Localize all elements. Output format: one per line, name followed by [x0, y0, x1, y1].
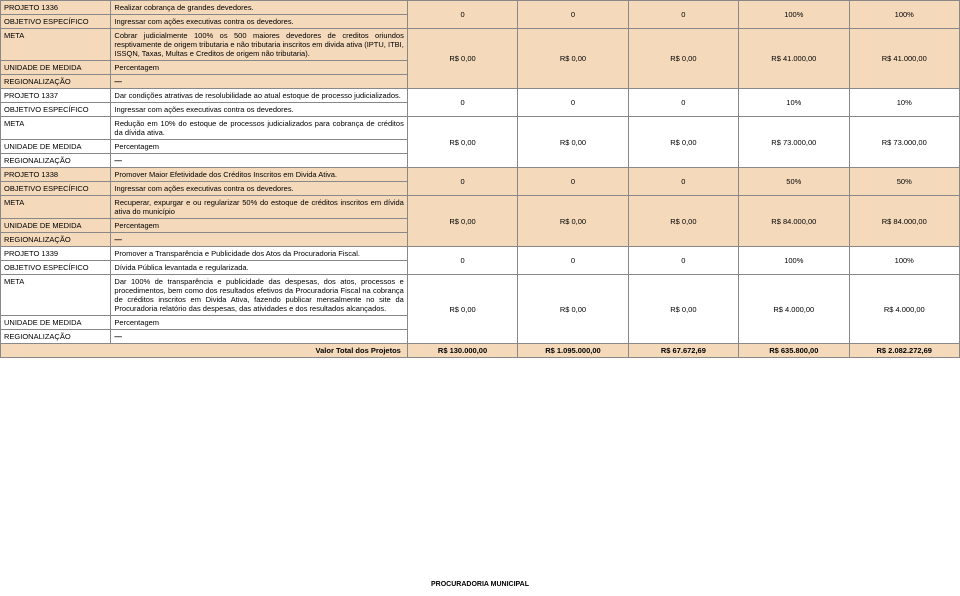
region-text: —	[111, 330, 407, 344]
label-objetivo: OBJETIVO ESPECÍFICO	[1, 182, 111, 196]
project-title: Promover Maior Efetividade dos Créditos …	[111, 168, 407, 182]
label-meta: META	[1, 196, 111, 219]
value-cell: 0	[407, 168, 517, 196]
meta-text: Recuperar, expurgar e ou regularizar 50%…	[111, 196, 407, 219]
value-cell: R$ 41.000,00	[849, 29, 959, 89]
project-title: Dar condições atrativas de resolubilidad…	[111, 89, 407, 103]
value-cell: 100%	[849, 1, 959, 29]
value-cell: R$ 41.000,00	[739, 29, 849, 89]
label-unidade: UNIDADE DE MEDIDA	[1, 61, 111, 75]
label-objetivo: OBJETIVO ESPECÍFICO	[1, 103, 111, 117]
label-region: REGIONALIZAÇÃO	[1, 330, 111, 344]
value-cell: R$ 0,00	[518, 275, 628, 344]
label-unidade: UNIDADE DE MEDIDA	[1, 140, 111, 154]
project-title: Realizar cobrança de grandes devedores.	[111, 1, 407, 15]
value-cell: R$ 84.000,00	[739, 196, 849, 247]
region-text: —	[111, 75, 407, 89]
value-cell: 0	[407, 1, 517, 29]
value-cell: 100%	[849, 247, 959, 275]
value-cell: R$ 0,00	[628, 29, 738, 89]
unit-text: Percentagem	[111, 140, 407, 154]
unit-text: Percentagem	[111, 219, 407, 233]
value-cell: R$ 0,00	[628, 196, 738, 247]
value-cell: 0	[518, 168, 628, 196]
value-cell: 0	[407, 247, 517, 275]
value-cell: R$ 73.000,00	[849, 117, 959, 168]
value-cell: R$ 0,00	[518, 29, 628, 89]
value-cell: 0	[628, 168, 738, 196]
value-cell: 50%	[739, 168, 849, 196]
value-cell: 0	[407, 89, 517, 117]
objective-text: Ingressar com ações executivas contra os…	[111, 182, 407, 196]
label-region: REGIONALIZAÇÃO	[1, 233, 111, 247]
project-id: PROJETO 1337	[1, 89, 111, 103]
value-cell: R$ 0,00	[518, 196, 628, 247]
objective-text: Ingressar com ações executivas contra os…	[111, 15, 407, 29]
value-cell: R$ 73.000,00	[739, 117, 849, 168]
unit-text: Percentagem	[111, 316, 407, 330]
label-region: REGIONALIZAÇÃO	[1, 75, 111, 89]
label-meta: META	[1, 117, 111, 140]
total-value: R$ 635.800,00	[739, 344, 849, 358]
unit-text: Percentagem	[111, 61, 407, 75]
projects-table: PROJETO 1336Realizar cobrança de grandes…	[0, 0, 960, 358]
project-id: PROJETO 1338	[1, 168, 111, 182]
value-cell: R$ 0,00	[407, 196, 517, 247]
region-text: —	[111, 154, 407, 168]
value-cell: R$ 0,00	[407, 117, 517, 168]
value-cell: R$ 0,00	[407, 29, 517, 89]
label-objetivo: OBJETIVO ESPECÍFICO	[1, 15, 111, 29]
label-region: REGIONALIZAÇÃO	[1, 154, 111, 168]
value-cell: 0	[628, 1, 738, 29]
value-cell: 100%	[739, 1, 849, 29]
value-cell: R$ 0,00	[518, 117, 628, 168]
project-id: PROJETO 1336	[1, 1, 111, 15]
value-cell: R$ 4.000,00	[849, 275, 959, 344]
value-cell: R$ 0,00	[407, 275, 517, 344]
objective-text: Ingressar com ações executivas contra os…	[111, 103, 407, 117]
label-objetivo: OBJETIVO ESPECÍFICO	[1, 261, 111, 275]
total-value: R$ 67.672,69	[628, 344, 738, 358]
value-cell: R$ 0,00	[628, 275, 738, 344]
meta-text: Redução em 10% do estoque de processos j…	[111, 117, 407, 140]
value-cell: 0	[518, 1, 628, 29]
total-value: R$ 2.082.272,69	[849, 344, 959, 358]
value-cell: 0	[628, 247, 738, 275]
project-id: PROJETO 1339	[1, 247, 111, 261]
region-text: —	[111, 233, 407, 247]
value-cell: 0	[518, 89, 628, 117]
value-cell: 100%	[739, 247, 849, 275]
value-cell: 10%	[849, 89, 959, 117]
value-cell: 0	[518, 247, 628, 275]
label-unidade: UNIDADE DE MEDIDA	[1, 219, 111, 233]
total-value: R$ 1.095.000,00	[518, 344, 628, 358]
meta-text: Cobrar judicialmente 100% os 500 maiores…	[111, 29, 407, 61]
meta-text: Dar 100% de transparência e publicidade …	[111, 275, 407, 316]
value-cell: 50%	[849, 168, 959, 196]
page-footer: PROCURADORIA MUNICIPAL	[0, 581, 960, 588]
label-unidade: UNIDADE DE MEDIDA	[1, 316, 111, 330]
label-meta: META	[1, 29, 111, 61]
project-title: Promover a Transparência e Publicidade d…	[111, 247, 407, 261]
total-label: Valor Total dos Projetos	[1, 344, 408, 358]
value-cell: 10%	[739, 89, 849, 117]
total-value: R$ 130.000,00	[407, 344, 517, 358]
value-cell: 0	[628, 89, 738, 117]
value-cell: R$ 84.000,00	[849, 196, 959, 247]
label-meta: META	[1, 275, 111, 316]
objective-text: Dívida Pública levantada e regularizada.	[111, 261, 407, 275]
value-cell: R$ 0,00	[628, 117, 738, 168]
value-cell: R$ 4.000,00	[739, 275, 849, 344]
